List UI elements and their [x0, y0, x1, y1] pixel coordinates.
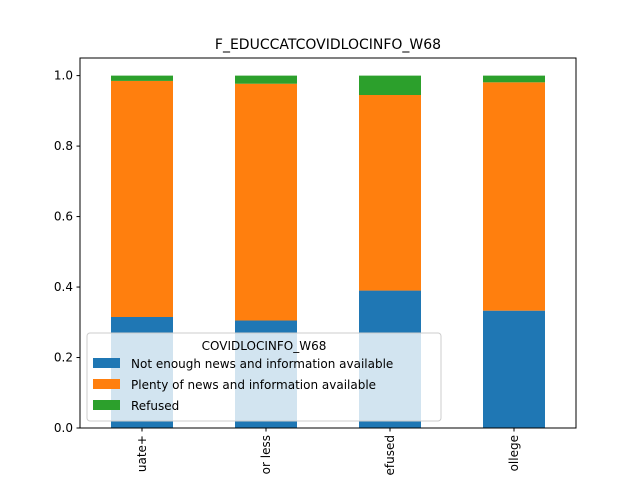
y-tick-label: 0.8 — [54, 139, 73, 153]
bar-segment-0-1 — [111, 80, 173, 318]
legend-swatch-1 — [93, 379, 120, 389]
x-tick-label: ollege — [507, 435, 521, 471]
x-axis: uate+ or less efused ollege — [135, 428, 521, 475]
legend-label-1: Plenty of news and information available — [131, 378, 376, 392]
bar-segment-3-2 — [483, 75, 545, 83]
x-tick-label: or less — [259, 435, 273, 474]
bar-segment-3-0 — [483, 310, 545, 428]
plot-frame — [79, 57, 577, 429]
bar-segment-2-1 — [359, 95, 421, 291]
x-tick-label: efused — [383, 435, 397, 475]
legend: COVIDLOCINFO_W68 Not enough news and info… — [86, 332, 442, 422]
y-tick-label: 0.4 — [54, 280, 73, 294]
legend-swatch-0 — [93, 358, 120, 368]
y-tick-label: 1.0 — [54, 69, 73, 83]
legend-label-0: Not enough news and information availabl… — [131, 357, 393, 371]
bar-segment-0-2 — [111, 75, 173, 81]
y-tick-label: 0.0 — [54, 421, 73, 435]
legend-title: COVIDLOCINFO_W68 — [202, 339, 327, 353]
bar-segment-1-1 — [235, 83, 297, 321]
bar-segment-1-2 — [235, 75, 297, 84]
y-tick-label: 0.2 — [54, 351, 73, 365]
legend-swatch-2 — [93, 400, 120, 410]
y-axis: 0.0 0.2 0.4 0.6 0.8 1.0 — [54, 69, 80, 435]
bar-segment-2-2 — [359, 75, 421, 95]
x-tick-label: uate+ — [135, 435, 149, 472]
legend-label-2: Refused — [131, 399, 179, 413]
chart-title: F_EDUCCATCOVIDLOCINFO_W68 — [215, 37, 441, 53]
y-tick-label: 0.6 — [54, 210, 73, 224]
legend-box — [86, 332, 442, 422]
bar-segment-3-1 — [483, 82, 545, 311]
